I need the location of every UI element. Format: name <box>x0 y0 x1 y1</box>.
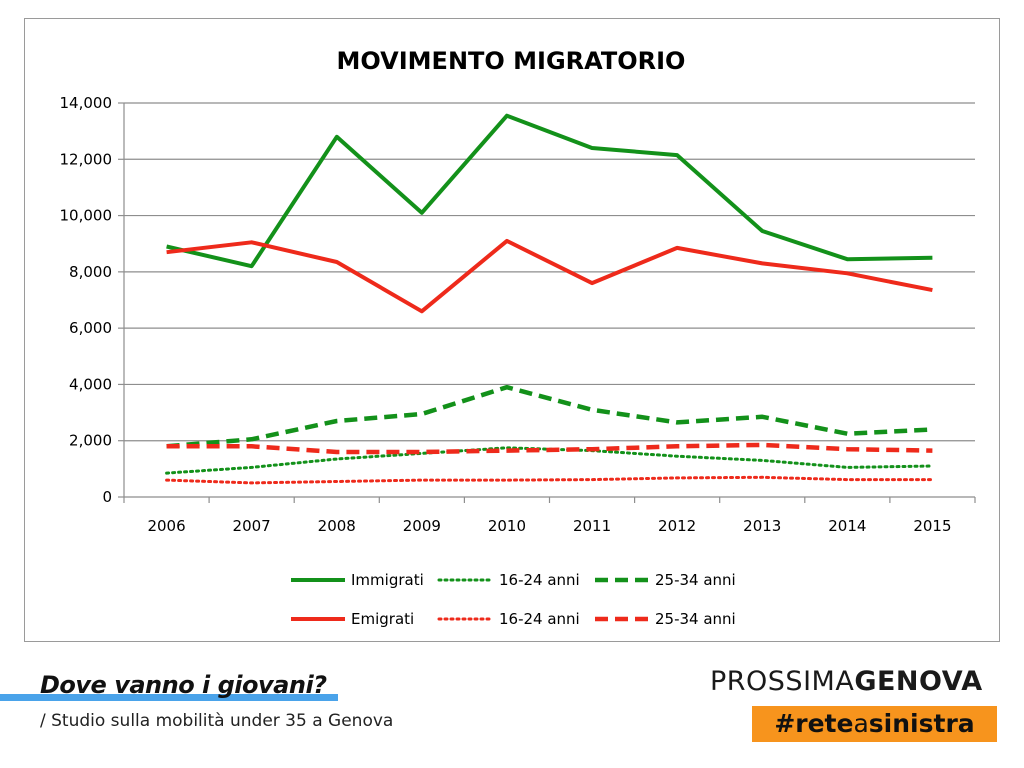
footer-subtitle: / Studio sulla mobilità under 35 a Genov… <box>40 711 394 731</box>
series-line-0 <box>166 113 933 269</box>
y-tick-label: 8,000 <box>69 263 112 281</box>
hashtag-suffix: sinistra <box>868 709 975 738</box>
x-tick-label: 2014 <box>828 517 866 535</box>
series-line-4 <box>165 475 934 485</box>
legend: Immigrati 16-24 anni 25-34 anni Emigrati 16-… <box>291 571 736 628</box>
axes: 0 2,000 4,000 6,000 8,000 10,000 12,000 14,000 2… <box>60 94 976 535</box>
x-tick-label: 2006 <box>147 517 185 535</box>
legend-label: 16-24 anni <box>499 571 580 589</box>
chart-frame: MOVIMENTO MIGRATORIO 0 2,000 4,000 6,000 8,0… <box>24 18 1000 642</box>
hashtag-mid: a <box>853 709 869 738</box>
hashtag-badge: #reteasinistra <box>752 706 997 742</box>
legend-label: 25-34 anni <box>655 571 736 589</box>
x-tick-label: 2013 <box>743 517 781 535</box>
brand-logo: PROSSIMAGENOVA <box>710 666 983 697</box>
footer-accent-bar <box>0 694 338 701</box>
x-tick-label: 2010 <box>488 517 526 535</box>
line-chart: MOVIMENTO MIGRATORIO 0 2,000 4,000 6,000 8,0… <box>60 47 976 628</box>
brand-logo-light: PROSSIMA <box>710 666 855 697</box>
y-tick-label: 0 <box>102 488 112 506</box>
grid-lines <box>124 102 975 442</box>
x-tick-label: 2012 <box>658 517 696 535</box>
x-tick-label: 2007 <box>233 517 271 535</box>
series-lines <box>165 113 934 485</box>
legend-label: Emigrati <box>351 610 414 628</box>
y-tick-label: 6,000 <box>69 319 112 337</box>
y-tick-label: 4,000 <box>69 375 112 393</box>
x-tick-label: 2015 <box>913 517 951 535</box>
legend-label: Immigrati <box>351 571 424 589</box>
y-tick-label: 12,000 <box>60 150 113 168</box>
series-line-5 <box>166 442 933 455</box>
y-tick-label: 10,000 <box>60 207 113 225</box>
legend-label: 25-34 anni <box>655 610 736 628</box>
y-tick-label: 2,000 <box>69 432 112 450</box>
y-tick-label: 14,000 <box>60 94 113 112</box>
brand-logo-bold: GENOVA <box>854 666 983 697</box>
series-line-3 <box>166 238 933 314</box>
x-tick-label: 2008 <box>318 517 356 535</box>
footer-title: Dove vanno i giovani? <box>40 671 327 699</box>
hashtag-prefix: #rete <box>774 709 854 738</box>
series-line-2 <box>166 384 933 449</box>
x-tick-label: 2011 <box>573 517 611 535</box>
legend-label: 16-24 anni <box>499 610 580 628</box>
chart-title: MOVIMENTO MIGRATORIO <box>337 47 686 75</box>
x-tick-label: 2009 <box>403 517 441 535</box>
